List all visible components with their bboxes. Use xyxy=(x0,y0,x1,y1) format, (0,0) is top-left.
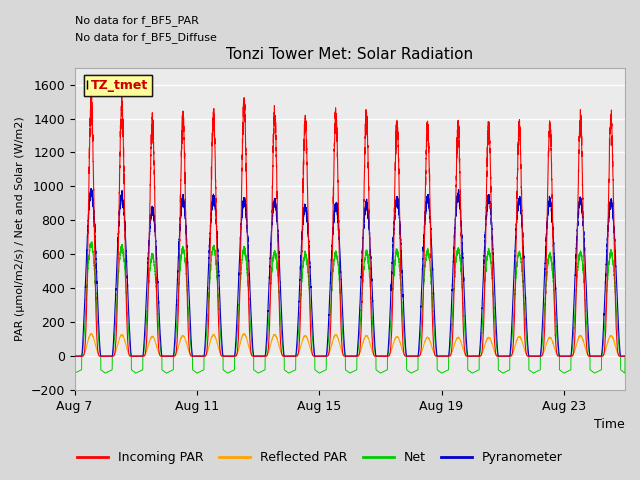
Legend: TZ_tmet: TZ_tmet xyxy=(84,75,152,96)
X-axis label: Time: Time xyxy=(595,419,625,432)
Legend: Incoming PAR, Reflected PAR, Net, Pyranometer: Incoming PAR, Reflected PAR, Net, Pyrano… xyxy=(72,446,568,469)
Text: No data for f_BF5_Diffuse: No data for f_BF5_Diffuse xyxy=(75,32,216,43)
Text: No data for f_BF5_PAR: No data for f_BF5_PAR xyxy=(75,15,198,26)
Title: Tonzi Tower Met: Solar Radiation: Tonzi Tower Met: Solar Radiation xyxy=(227,47,474,62)
Y-axis label: PAR (μmol/m2/s) / Net and Solar (W/m2): PAR (μmol/m2/s) / Net and Solar (W/m2) xyxy=(15,117,25,341)
